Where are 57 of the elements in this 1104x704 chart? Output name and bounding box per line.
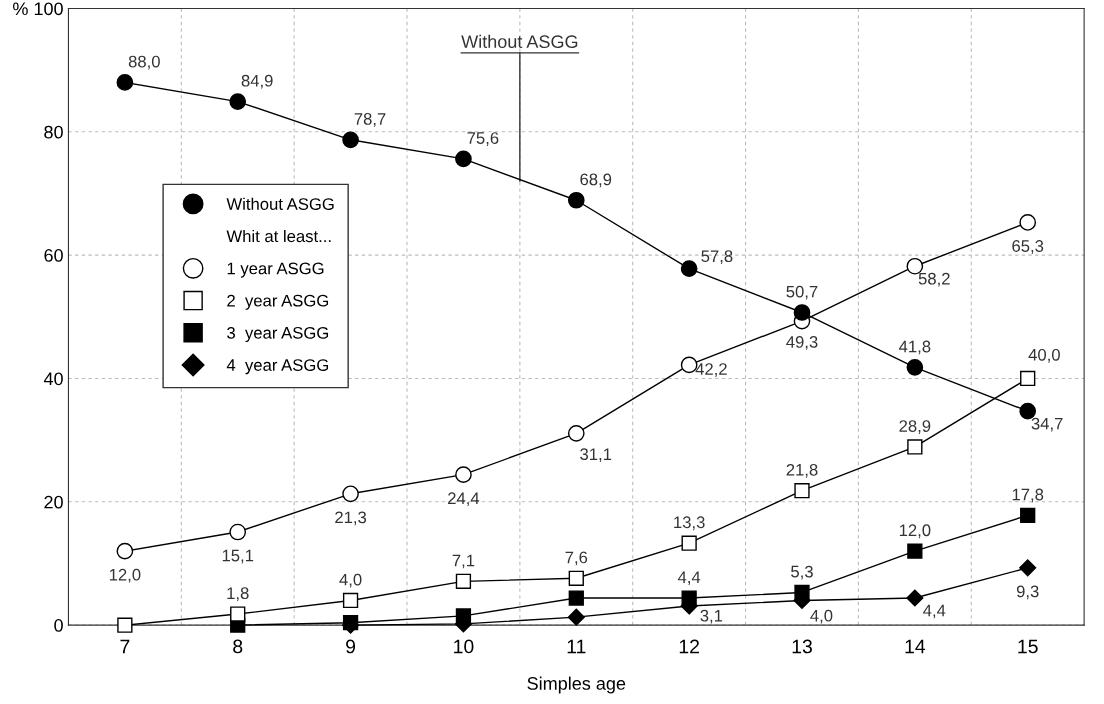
data-label: 7,6 xyxy=(565,551,588,566)
data-label: 50,7 xyxy=(786,285,818,300)
data-label: 88,0 xyxy=(128,55,160,70)
data-label: 9,3 xyxy=(1016,585,1039,600)
data-label: 84,9 xyxy=(241,74,273,89)
y-tick-label: % 100 xyxy=(13,2,63,16)
y-tick-label: 20 xyxy=(44,495,63,509)
x-tick-label: 9 xyxy=(346,639,356,654)
data-label: 28,9 xyxy=(899,420,931,434)
x-tick-label: 13 xyxy=(792,639,812,654)
data-label: 13,3 xyxy=(674,516,705,531)
legend-label: 3 year ASGG xyxy=(227,326,329,343)
legend-label: Without ASGG xyxy=(226,197,334,210)
x-tick-label: 12 xyxy=(679,639,699,654)
data-label: 41,8 xyxy=(899,340,931,355)
y-tick-label: 0 xyxy=(54,619,63,632)
data-label: 17,8 xyxy=(1012,488,1044,503)
data-label: 40,0 xyxy=(1028,348,1060,363)
data-label: 57,8 xyxy=(701,250,733,265)
data-label: 31,1 xyxy=(580,448,612,463)
data-label: 68,9 xyxy=(580,173,612,188)
data-label: 4,4 xyxy=(923,604,946,619)
x-tick-label: 8 xyxy=(233,639,243,654)
x-tick-label: 14 xyxy=(905,639,926,654)
data-label: 58,2 xyxy=(918,272,950,287)
legend-title: Whit at least... xyxy=(226,229,331,243)
annotation: Without ASGG xyxy=(461,34,578,49)
data-label: 78,7 xyxy=(354,113,386,127)
x-tick-label: 15 xyxy=(1018,639,1038,654)
data-label: 3,1 xyxy=(700,609,723,624)
legend-label: 4 year ASGG xyxy=(226,359,329,375)
data-label: 7,1 xyxy=(452,554,475,569)
data-label: 21,3 xyxy=(335,511,367,526)
y-tick-label: 40 xyxy=(43,372,63,386)
data-label: 4,0 xyxy=(810,609,833,624)
data-label: 12,0 xyxy=(109,568,141,583)
x-tick-label: 11 xyxy=(567,639,586,654)
data-label: 12,0 xyxy=(899,524,931,539)
data-label: 75,6 xyxy=(467,132,499,146)
data-label: 21,8 xyxy=(786,463,818,478)
data-label: 49,3 xyxy=(786,336,818,350)
y-tick-label: 60 xyxy=(44,249,63,262)
data-label: 5,3 xyxy=(791,565,813,580)
x-axis-title: Simples age xyxy=(527,676,626,694)
data-label: 42,2 xyxy=(695,363,727,377)
x-tick-label: 10 xyxy=(454,639,474,654)
legend-label: 2 year ASGG xyxy=(227,294,329,310)
x-tick-label: 7 xyxy=(120,639,130,654)
data-label: 4,0 xyxy=(339,573,362,588)
legend-label: 1 year ASGG xyxy=(227,262,324,278)
data-label: 24,4 xyxy=(448,492,480,507)
data-label: 65,3 xyxy=(1012,240,1044,254)
y-tick-label: 80 xyxy=(44,125,63,139)
data-label: 34,7 xyxy=(1031,417,1063,432)
data-label: 1,8 xyxy=(227,587,249,602)
data-label: 4,4 xyxy=(677,571,701,586)
data-label: 15,1 xyxy=(222,549,254,564)
